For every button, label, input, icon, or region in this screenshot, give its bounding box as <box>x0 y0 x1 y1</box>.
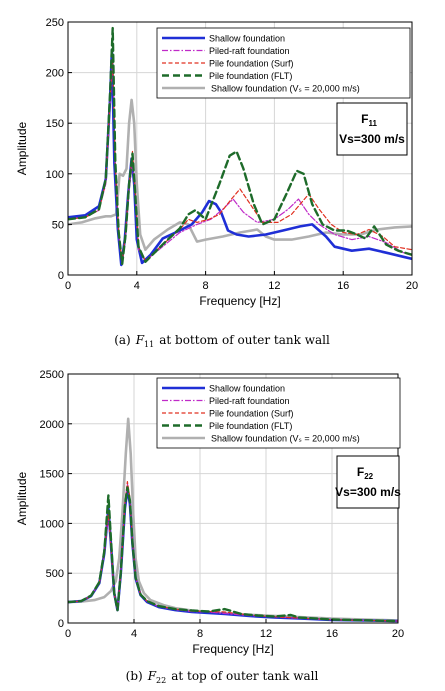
x-axis-label: Frequency [Hz] <box>199 294 280 308</box>
legend-label-3: Pile foundation (FLT) <box>209 421 292 431</box>
force-subscript: 22 <box>364 472 373 481</box>
legend-label-3: Pile foundation (FLT) <box>209 71 292 81</box>
info-box: F11 Vs=300 m/s <box>336 102 408 156</box>
info-box-frame <box>336 455 400 509</box>
x-tick-label: 8 <box>197 628 203 640</box>
y-axis-label: Amplitude <box>15 122 29 176</box>
y-tick-label: 150 <box>46 118 64 130</box>
y-tick-label: 500 <box>46 568 64 580</box>
caption-symbol: F <box>135 333 145 347</box>
y-tick-label: 50 <box>52 219 64 231</box>
x-tick-label: 8 <box>203 280 209 292</box>
legend-label-2: Pile foundation (Surf) <box>209 409 294 419</box>
info-box: F22 Vs=300 m/s <box>335 455 401 509</box>
legend-label-0: Shallow foundation <box>209 34 285 44</box>
force-label: F22 <box>357 465 374 481</box>
plot-frame <box>67 21 413 276</box>
legend-label-2: Pile foundation (Surf) <box>209 59 294 69</box>
legend-label-4: Shallow foundation (Vₛ = 20,000 m/s) <box>211 84 360 94</box>
x-tick-label: 20 <box>406 280 418 292</box>
y-tick-label: 0 <box>58 618 64 630</box>
y-tick-label: 200 <box>46 68 64 80</box>
x-tick-label: 0 <box>65 628 71 640</box>
force-label: F11 <box>361 112 377 128</box>
y-axis-label: Amplitude <box>15 472 29 526</box>
info-box-frame <box>336 102 408 156</box>
x-tick-label: 0 <box>65 280 71 292</box>
legend-label-4: Shallow foundation (Vₛ = 20,000 m/s) <box>211 434 360 444</box>
caption-text: at bottom of outer tank wall <box>159 333 330 347</box>
caption: (a) F11 at bottom of outer tank wall <box>114 333 330 349</box>
x-tick-label: 16 <box>337 280 349 292</box>
y-tick-label: 0 <box>58 270 64 282</box>
y-tick-label: 1000 <box>40 518 64 530</box>
caption: (b) F22 at top of outer tank wall <box>126 669 319 685</box>
velocity-label: Vs=300 m/s <box>335 485 401 499</box>
series-line-4 <box>68 417 398 622</box>
x-tick-label: 20 <box>392 628 404 640</box>
legend: Shallow foundation Piled-raft foundation P… <box>156 377 401 449</box>
caption-subscript: 22 <box>156 676 166 685</box>
legend-label-0: Shallow foundation <box>209 384 285 394</box>
caption-prefix: (a) <box>114 333 131 347</box>
force-symbol: F <box>357 465 364 479</box>
y-tick-label: 100 <box>46 169 64 181</box>
caption-prefix: (b) <box>126 669 143 683</box>
x-tick-label: 4 <box>131 628 137 640</box>
legend-box <box>156 27 411 99</box>
series-group <box>68 417 398 623</box>
legend-label-1: Piled-raft foundation <box>209 396 290 406</box>
y-tick-label: 1500 <box>40 469 64 481</box>
x-tick-label: 12 <box>268 280 280 292</box>
series-line-3 <box>68 26 412 266</box>
y-tick-label: 250 <box>46 17 64 29</box>
series-line-0 <box>68 488 398 623</box>
force-symbol: F <box>361 112 368 126</box>
velocity-label: Vs=300 m/s <box>339 132 405 146</box>
series-line-3 <box>68 486 398 623</box>
caption-text: at top of outer tank wall <box>171 669 318 683</box>
caption-symbol: F <box>147 669 157 683</box>
series-line-0 <box>68 49 412 267</box>
x-tick-label: 4 <box>134 280 140 292</box>
x-tick-label: 16 <box>326 628 338 640</box>
legend-label-1: Piled-raft foundation <box>209 46 290 56</box>
force-subscript: 11 <box>368 119 377 128</box>
x-tick-label: 12 <box>260 628 272 640</box>
caption-subscript: 11 <box>144 340 154 349</box>
y-tick-label: 2000 <box>40 419 64 431</box>
chart-f22: 0 4 8 12 16 20 0 500 1000 1500 2000 2500 Frequency [… <box>15 369 404 685</box>
series-group <box>68 26 412 267</box>
legend: Shallow foundation Piled-raft foundation P… <box>156 27 411 99</box>
y-tick-label: 2500 <box>40 369 64 381</box>
x-axis-label: Frequency [Hz] <box>192 642 273 656</box>
